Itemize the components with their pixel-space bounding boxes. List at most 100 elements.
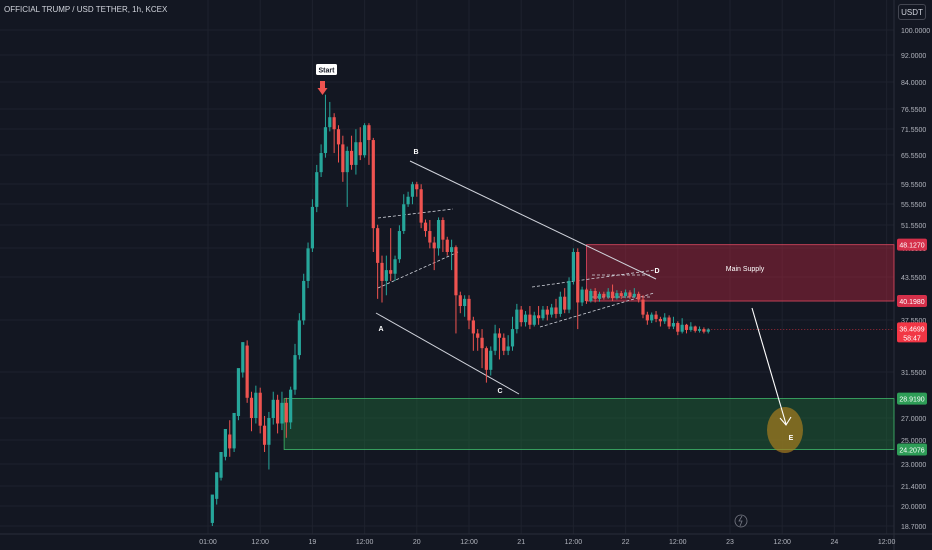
candle-body [232,412,236,449]
supply-zone [586,244,895,302]
y-axis: 100.0000 92.0000 84.0000 76.5500 71.5500 65.5… [901,28,930,531]
target-circle [767,407,803,453]
candle-body [210,494,214,523]
candle-body [693,326,697,331]
wave-label-b: B [413,149,418,156]
candle-body [241,342,245,373]
candle-body [650,314,654,321]
candle-body [323,127,328,154]
countdown-label: 58:47 [903,335,921,342]
candle-body [454,247,458,296]
candle-body [558,296,562,314]
candle-body [610,291,615,299]
candle-body [332,117,336,130]
candle-body [428,231,432,243]
candle-body [441,220,445,240]
y-tick-label: 23.0000 [901,462,926,469]
candle-body [249,397,254,418]
candle-body [271,399,275,418]
candle-body [306,248,310,281]
candle-body [619,293,623,296]
y-tick-label: 43.5500 [901,275,926,282]
candle-body [310,206,314,249]
candle-body [476,333,480,338]
candle-body [432,242,436,249]
candle-body [571,251,575,281]
candle-body [576,251,580,303]
x-tick-label: 20 [413,539,421,546]
annotations: Start A B C D E [316,64,803,528]
start-arrow-stem [320,81,325,88]
flag1-bottom-line [377,251,459,289]
candle-body [267,418,271,445]
price-tag-label: 40.1980 [899,299,924,306]
candle-body [406,196,410,205]
candle-body [415,184,419,190]
candle-body [658,318,662,322]
candle-body [654,314,658,319]
candle-body [554,307,558,314]
current-price-box [897,322,927,343]
candle-body [519,309,523,323]
start-label-box [316,64,337,75]
candle-body [671,323,676,327]
candle-body [697,329,702,331]
start-arrow-head [317,88,328,95]
candle-body [419,189,423,223]
chart-title: OFFICIAL TRUMP / USD TETHER, 1h, KCEX [4,5,168,14]
y-tick-label: 31.5500 [901,370,926,377]
candle-body [632,293,636,297]
candle-body [702,329,706,332]
candle-body [489,350,493,370]
candle-body [580,289,584,303]
x-axis: 01:00 12:00 19 12:00 20 12:00 21 12:00 22 12:00 23… [199,539,895,546]
wave-label-a: A [378,326,383,333]
y-tick-label: 71.5500 [901,127,926,134]
x-tick-label: 12:00 [251,539,269,546]
candle-body [615,293,619,299]
candle-body [637,293,641,300]
candle-body [358,142,362,156]
candle-body [228,434,232,449]
candle-body [523,314,528,323]
candle-body [219,452,223,478]
candle-body [528,314,532,325]
candle-body [458,295,462,307]
candle-body [532,315,536,325]
price-tag-label: 24.2076 [899,448,924,455]
candle-body [628,292,632,297]
candle-body [537,315,541,319]
candle-body [423,222,428,232]
candle-body [567,280,571,310]
candle-body [319,153,323,173]
candle-body [602,293,606,297]
candle-body [293,355,297,390]
candle-body [354,142,358,165]
candle-body [384,270,388,281]
candle-body [545,309,549,315]
candle-body [284,402,288,423]
candle-body [236,368,241,416]
candle-body [550,307,554,315]
current-price-label: 36.4699 [899,326,924,333]
projection-arrowhead [779,416,792,426]
x-tick-label: 12:00 [773,539,791,546]
candle-body [223,429,227,457]
candle-body [676,323,680,332]
currency-button[interactable]: USDT [898,4,926,20]
demand-zone [283,398,895,450]
candle-body [497,333,502,338]
channel-lower-line [375,312,520,395]
y-tick-label: 76.5500 [901,107,926,114]
candle-body [463,298,467,307]
candle-body [297,320,301,356]
y-tick-label: 59.5500 [901,182,926,189]
candle-body [367,125,371,141]
candle-body [397,231,401,260]
candle-body [380,262,384,281]
zones: Main Supply [283,244,895,450]
price-tag-box [897,443,927,456]
candle-body [363,125,367,156]
candle-body [510,329,515,347]
